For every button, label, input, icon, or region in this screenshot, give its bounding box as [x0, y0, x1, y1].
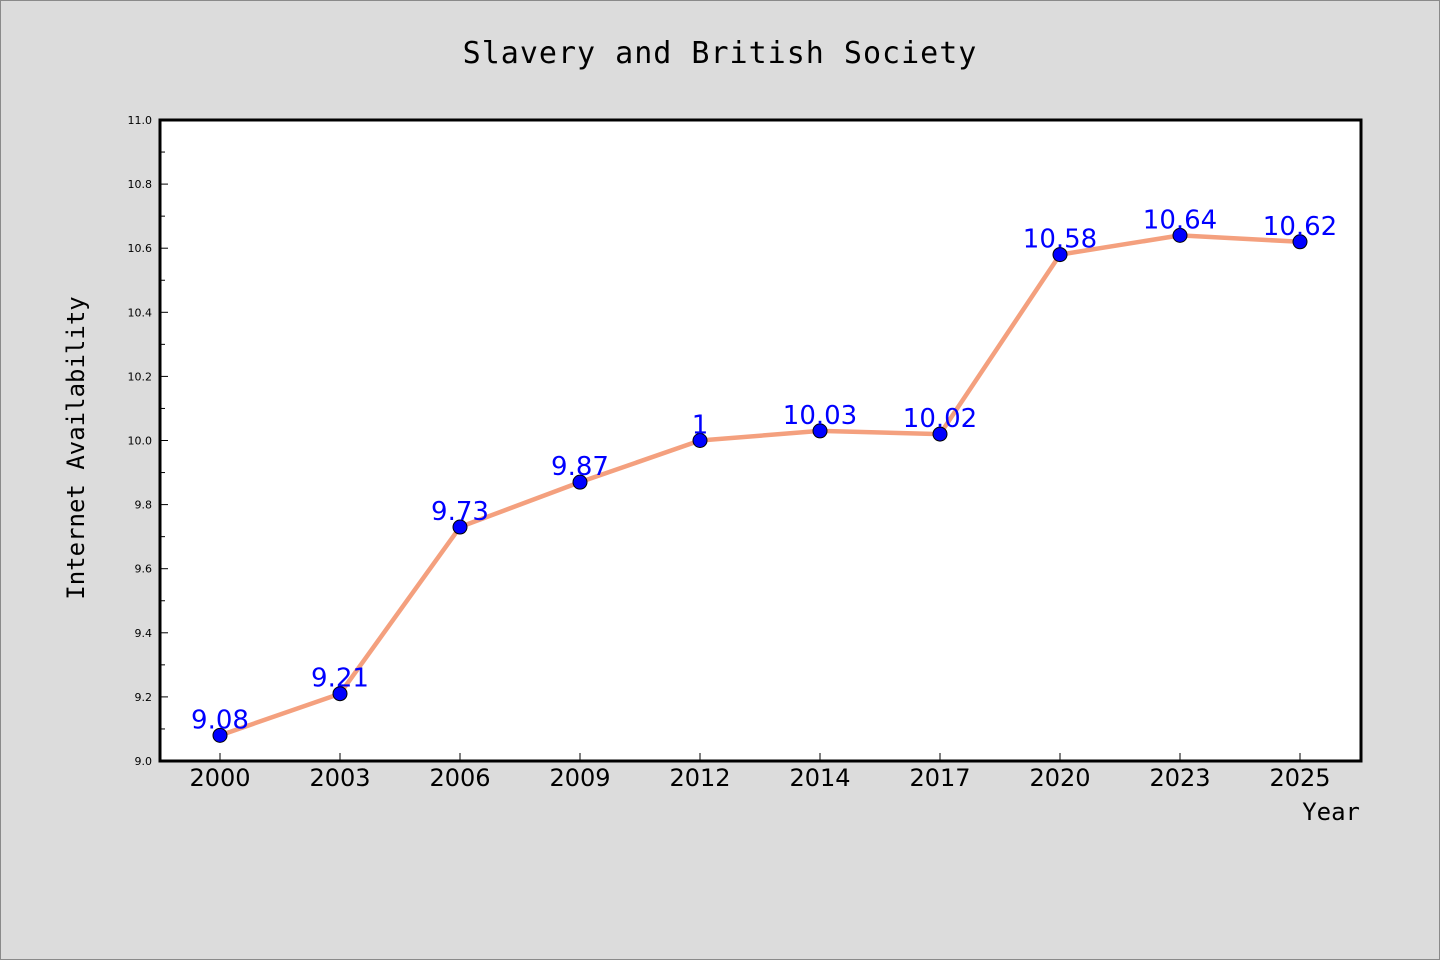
x-axis: 2000 2003 2006 2009 2012 2014 2017 2020 2023 2025: [189, 753, 1331, 792]
data-label: 9.87: [551, 452, 609, 482]
chart-title: Slavery and British Society: [463, 36, 978, 71]
x-tick-label: 2017: [909, 764, 970, 792]
x-tick-label: 2025: [1269, 764, 1330, 792]
x-tick-label: 2009: [549, 764, 610, 792]
y-tick-label: 9.2: [135, 691, 153, 704]
x-tick-label: 2000: [189, 764, 250, 792]
y-tick-label: 9.4: [135, 627, 153, 640]
y-tick-label: 10.2: [128, 370, 153, 383]
x-tick-label: 2020: [1029, 764, 1090, 792]
y-tick-label: 9.0: [135, 755, 153, 768]
series-layer: 9.08 9.21 9.73 9.87 1 10.03 10.02 10.58 10.64 10.…: [191, 205, 1337, 743]
x-axis-label: Year: [1302, 798, 1360, 826]
data-label: 10.03: [783, 401, 857, 431]
data-point: [932, 426, 948, 442]
y-tick-label: 10.4: [128, 306, 153, 319]
data-point: [1172, 227, 1188, 243]
data-label: 10.64: [1143, 205, 1217, 235]
y-tick-label: 9.6: [135, 563, 153, 576]
data-point: [332, 686, 348, 702]
data-label: 10.58: [1023, 225, 1097, 255]
plot-area: [158, 118, 1363, 763]
data-point: [212, 727, 228, 743]
data-point: [572, 474, 588, 490]
series-line: [217, 233, 1303, 738]
y-tick-label: 11.0: [128, 114, 153, 127]
data-point: [1052, 247, 1068, 263]
data-label: 9.21: [311, 664, 369, 694]
data-point: [452, 519, 468, 535]
y-axis: 9.0 9.2 9.4 9.6 9.8 10.0 10.2 10.4 10.6 10.8 11.0: [128, 114, 168, 768]
x-tick-label: 2014: [789, 764, 850, 792]
data-point: [812, 423, 828, 439]
data-label: 9.73: [431, 497, 489, 527]
y-tick-label: 10.6: [128, 242, 153, 255]
y-tick-label: 9.8: [135, 499, 153, 512]
data-point: [692, 433, 708, 448]
data-point: [1292, 234, 1308, 250]
x-tick-label: 2012: [669, 764, 730, 792]
x-tick-label: 2006: [429, 764, 490, 792]
data-label: 9.08: [191, 705, 249, 735]
y-tick-label: 10.8: [128, 178, 153, 191]
data-label: 10.62: [1263, 212, 1337, 242]
data-label: 1: [692, 411, 709, 441]
data-label: 10.02: [903, 404, 977, 434]
x-tick-label: 2023: [1149, 764, 1210, 792]
y-tick-label: 10.0: [128, 435, 153, 448]
x-tick-label: 2003: [309, 764, 370, 792]
y-axis-label: Internet Availability: [62, 296, 90, 599]
